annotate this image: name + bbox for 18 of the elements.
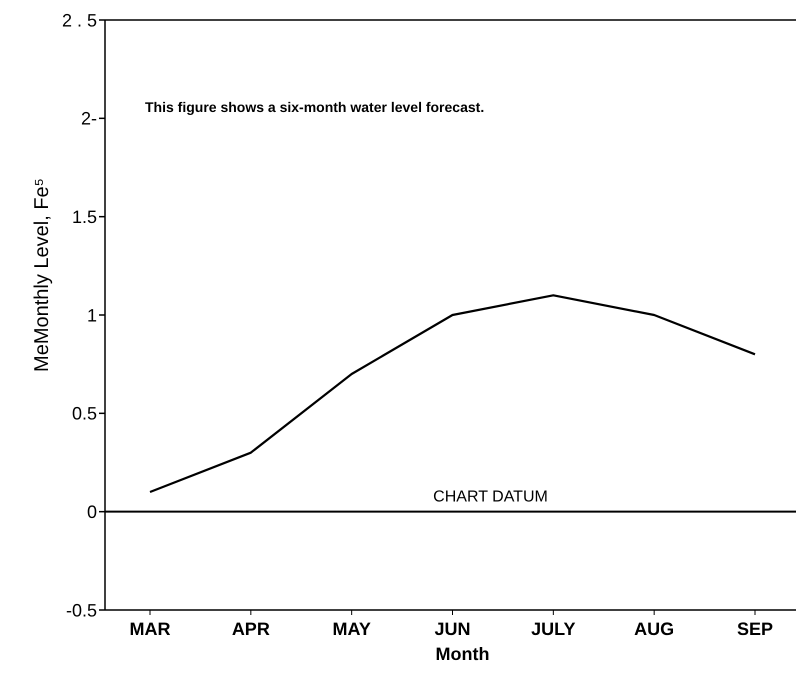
x-tick-label: MAR [130,619,170,639]
annotation: This figure shows a six-month water level forecast. [145,99,484,115]
y-tick-label: 2- [80,108,97,129]
x-tick-label: JUN [434,619,471,639]
x-tick-label: SEP [736,619,774,639]
y-tick-label: 2 . 5 [62,10,97,30]
y-tick-label: -0.5 [66,600,97,620]
ref-line-label: CHART DATUM [433,488,548,506]
y-tick-label: 1.5 [72,206,97,227]
x-tick-label: APR [232,619,270,639]
x-tick-label: JULY [531,619,576,639]
y-axis-title: MeMonthly Level, Fe⁵ [31,178,53,372]
x-axis-title: Month [436,644,490,664]
y-tick-label: 1 [86,305,97,326]
x-tick-label: AUG [634,619,674,639]
x-tick-label: MAY [332,619,371,639]
y-tick-label: 0.5 [72,404,97,424]
y-tick-label: 0 [86,502,97,522]
